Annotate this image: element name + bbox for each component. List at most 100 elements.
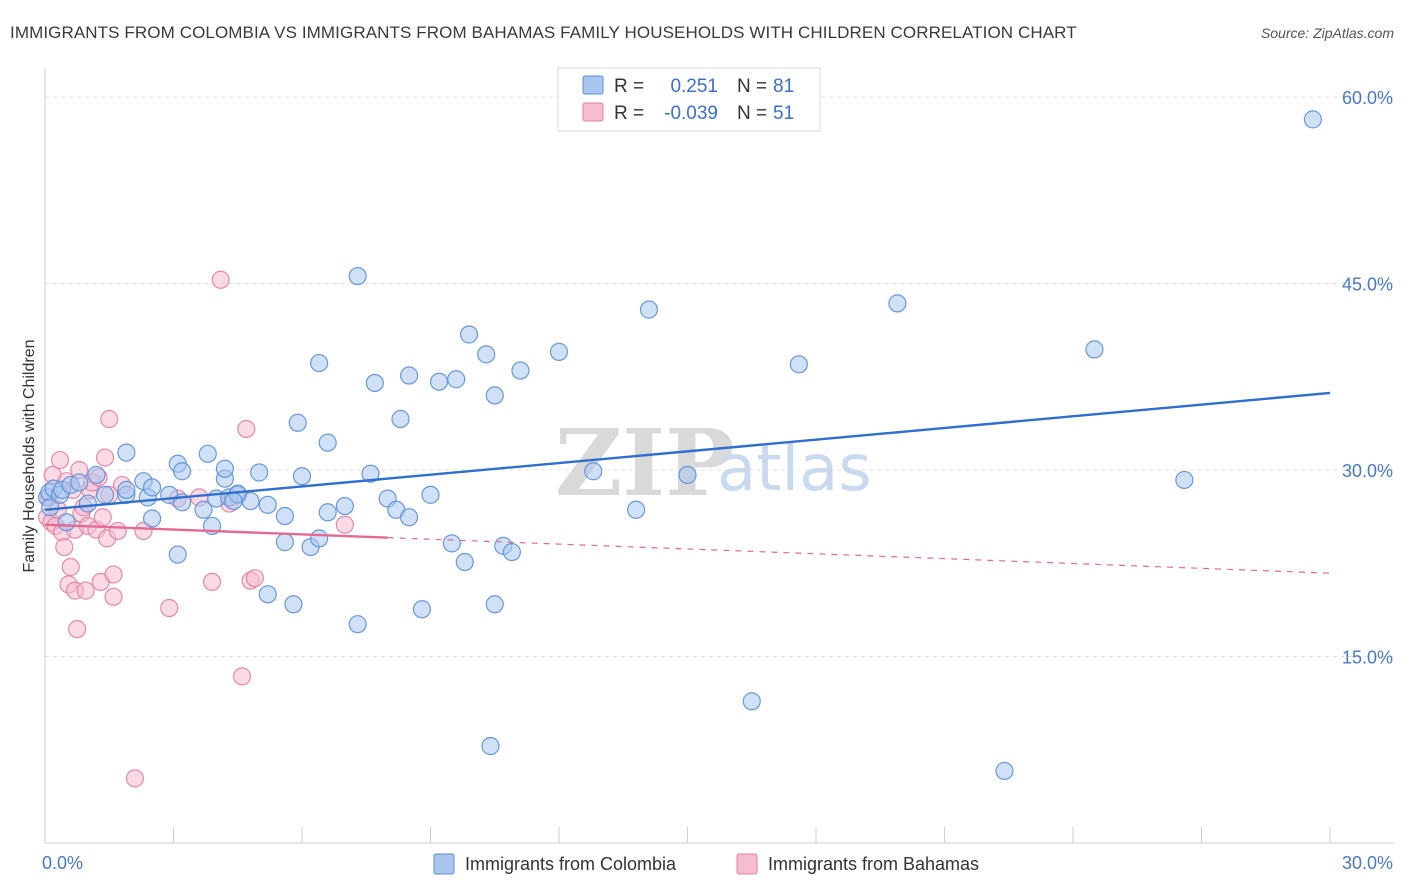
bahamas-point — [61, 557, 80, 577]
colombia-point — [215, 459, 234, 478]
colombia-point — [888, 294, 907, 313]
colombia-point — [70, 473, 89, 492]
chart-title: IMMIGRANTS FROM COLOMBIA VS IMMIGRANTS F… — [10, 23, 1077, 42]
bahamas-point — [232, 667, 252, 686]
colombia-point — [258, 495, 277, 514]
colombia-point — [78, 494, 97, 513]
bahamas-trend-line-solid — [44, 523, 388, 539]
colombia-point — [250, 463, 269, 482]
colombia-point — [742, 692, 761, 711]
bahamas-point — [202, 572, 222, 592]
bahamas-point — [50, 450, 70, 470]
stats-legend-swatch-bahamas — [582, 102, 604, 122]
bahamas-point — [335, 515, 354, 534]
colombia-point — [142, 478, 162, 497]
stats-legend-r-value-colombia: 0.251 — [670, 76, 718, 97]
colombia-point — [117, 480, 136, 499]
colombia-point — [172, 462, 192, 481]
colombia-point — [447, 370, 466, 389]
chart-source: Source: ZipAtlas.com — [1261, 25, 1394, 41]
colombia-point — [361, 464, 380, 483]
colombia-point — [258, 585, 277, 604]
stats-legend-r-label-colombia: R = — [614, 76, 644, 97]
colombia-point — [275, 506, 294, 526]
bahamas-point — [108, 521, 127, 541]
colombia-point — [275, 533, 294, 552]
stats-legend-n-label-colombia: N = — [737, 76, 767, 97]
colombia-trend-line-solid — [44, 391, 1331, 511]
bahamas-point — [125, 769, 145, 788]
colombia-point — [284, 595, 303, 614]
colombia-point — [481, 736, 500, 756]
series-colombia-points — [38, 110, 1322, 780]
colombia-point — [348, 266, 367, 286]
colombia-point — [335, 496, 354, 516]
x-tick-label-min: 0.0% — [42, 853, 83, 873]
colombia-point — [318, 503, 337, 522]
bahamas-point — [245, 569, 264, 588]
stats-legend-r-label-bahamas: R = — [614, 103, 644, 124]
watermark-zip: ZIP — [555, 409, 734, 517]
colombia-point — [318, 433, 337, 452]
colombia-point — [399, 366, 419, 385]
stats-legend-n-label-bahamas: N = — [737, 103, 767, 124]
colombia-point — [57, 513, 76, 532]
colombia-point — [549, 342, 569, 361]
colombia-point — [95, 485, 115, 504]
colombia-point — [429, 372, 449, 391]
bottom-legend: Immigrants from Colombia Immigrants from… — [433, 853, 979, 875]
trend-lines — [44, 391, 1331, 574]
bahamas-point — [76, 581, 95, 600]
colombia-point — [584, 462, 603, 481]
colombia-point — [502, 542, 521, 562]
colombia-point — [412, 600, 432, 619]
colombia-point — [459, 325, 479, 344]
bottom-legend-label-bahamas: Immigrants from Bahamas — [768, 854, 979, 874]
stats-legend-n-value-bahamas: 51 — [773, 103, 794, 124]
colombia-point — [1085, 340, 1104, 359]
colombia-point — [391, 409, 410, 429]
watermark: ZIP atlas — [555, 409, 872, 517]
colombia-point — [995, 761, 1014, 780]
colombia-point — [421, 485, 440, 504]
colombia-point — [511, 361, 530, 380]
colombia-point — [455, 552, 474, 572]
series-bahamas-points — [38, 270, 354, 788]
colombia-point — [194, 500, 213, 519]
colombia-point — [477, 345, 496, 364]
colombia-point — [310, 353, 329, 373]
bahamas-point — [237, 419, 256, 439]
bahamas-point — [104, 587, 123, 606]
colombia-point — [365, 373, 384, 393]
colombia-point — [142, 509, 162, 528]
colombia-point — [87, 465, 106, 485]
bahamas-point — [55, 537, 74, 557]
stats-legend-swatch-colombia — [582, 75, 604, 95]
bottom-legend-swatch-colombia — [433, 853, 455, 875]
y-tick-labels: 15.0% 30.0% 45.0% 60.0% — [1342, 88, 1393, 668]
colombia-point — [639, 300, 659, 319]
colombia-point — [399, 508, 419, 527]
colombia-point — [485, 386, 504, 405]
bahamas-point — [100, 409, 119, 429]
y-tick-label: 45.0% — [1342, 275, 1393, 295]
colombia-point — [485, 595, 504, 614]
colombia-point — [198, 444, 217, 463]
colombia-point — [442, 534, 462, 553]
stats-legend-n-value-colombia: 81 — [773, 76, 794, 97]
colombia-point — [292, 467, 312, 486]
bottom-legend-swatch-bahamas — [736, 853, 758, 875]
colombia-point — [168, 545, 187, 564]
y-tick-label: 15.0% — [1342, 648, 1393, 668]
axes — [44, 68, 1394, 844]
y-axis-title: Family Households with Children — [21, 340, 38, 573]
colombia-point — [789, 355, 808, 374]
bahamas-point — [211, 270, 230, 289]
colombia-point — [678, 465, 697, 485]
colombia-point — [310, 529, 329, 548]
x-tick-label-max: 30.0% — [1342, 853, 1393, 873]
bottom-legend-label-colombia: Immigrants from Colombia — [465, 854, 677, 874]
watermark-atlas: atlas — [717, 432, 872, 506]
colombia-point — [1175, 470, 1194, 490]
